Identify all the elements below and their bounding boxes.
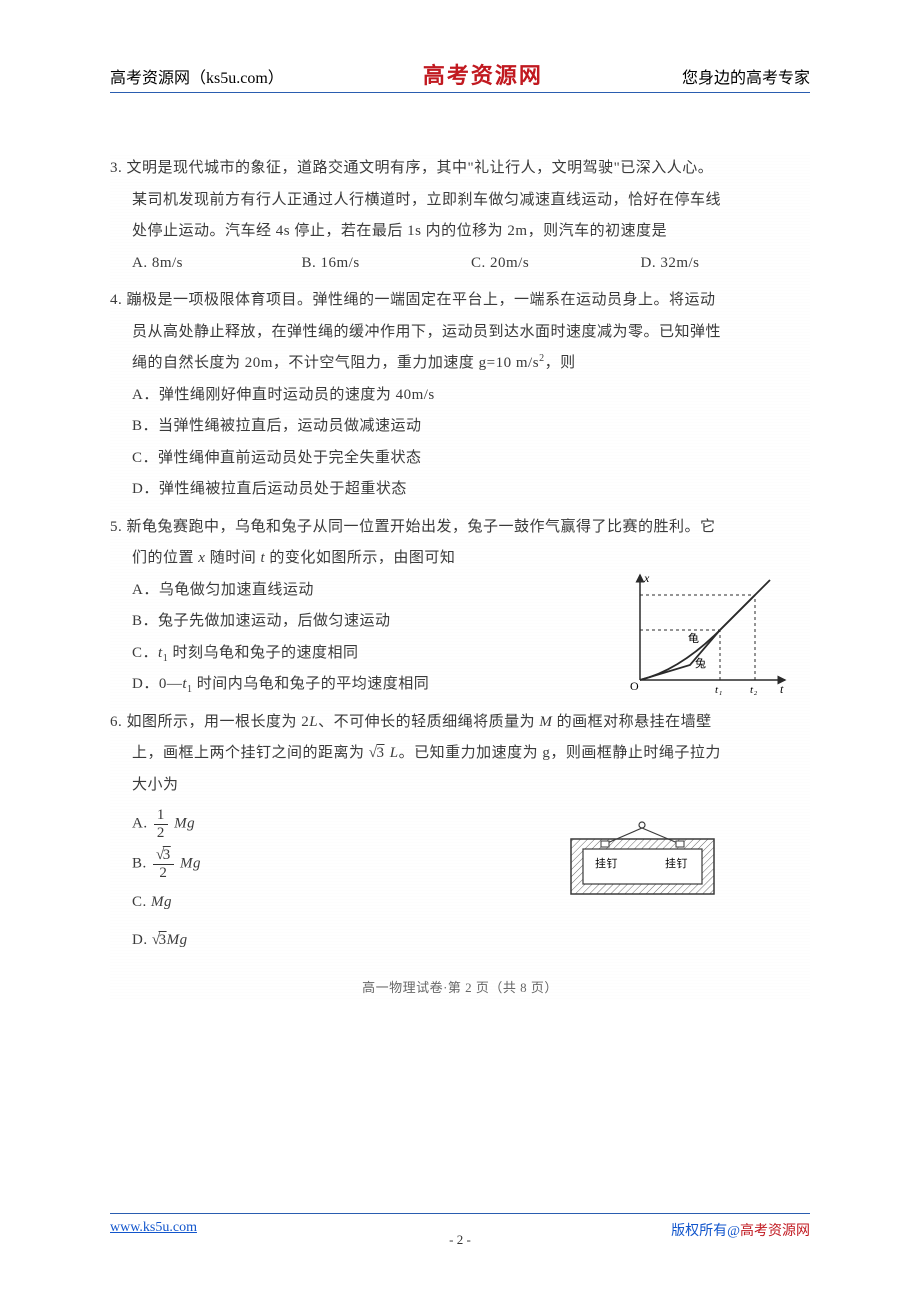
q6-d-mg: Mg xyxy=(167,932,188,948)
q4-text-3a: 绳的自然长度为 20m，不计空气阻力，重力加速度 g=10 m/s xyxy=(132,355,539,371)
q3-options: A. 8m/s B. 16m/s C. 20m/s D. 32m/s xyxy=(110,248,810,280)
q3-number: 3. xyxy=(110,160,122,176)
q5-graph-rabbit: 兔 xyxy=(695,656,707,670)
q6-var-L2: L xyxy=(390,745,399,761)
q6-frame-diagram: 挂钉 挂钉 xyxy=(565,819,720,899)
q3-option-c: C. 20m/s xyxy=(471,248,641,280)
q6-b-mg: Mg xyxy=(180,855,201,871)
q6-b-den: 2 xyxy=(153,865,174,882)
q5-d-pre: D．0— xyxy=(132,676,182,692)
question-5: 5. 新龟兔赛跑中，乌龟和兔子从同一位置开始出发，兔子一鼓作气赢得了比赛的胜利。… xyxy=(110,512,810,701)
q6-d-sqrt: 3 xyxy=(159,932,167,948)
q6-option-d: D. 3Mg xyxy=(132,925,810,957)
q4-line1: 4. 蹦极是一项极限体育项目。弹性绳的一端固定在平台上，一端系在运动员身上。将运… xyxy=(110,285,810,317)
q3-option-a: A. 8m/s xyxy=(132,248,302,280)
q5-c-pre: C． xyxy=(132,645,158,661)
q5-graph-turtle: 龟 xyxy=(688,632,700,645)
q6-peg-right-label: 挂钉 xyxy=(665,856,688,870)
bottom-bar: www.ks5u.com - 2 - 版权所有@高考资源网 xyxy=(110,1213,810,1240)
q6-line2: 上，画框上两个挂钉之间的距离为 3 L。已知重力加速度为 g，则画框静止时绳子拉… xyxy=(110,738,810,770)
q5-text-2c: 的变化如图所示，由图可知 xyxy=(265,550,455,566)
q3-line3: 处停止运动。汽车经 4s 停止，若在最后 1s 内的位移为 2m，则汽车的初速度… xyxy=(110,216,810,248)
question-4: 4. 蹦极是一项极限体育项目。弹性绳的一端固定在平台上，一端系在运动员身上。将运… xyxy=(110,285,810,506)
q3-line2: 某司机发现前方有行人正通过人行横道时，立即刹车做匀减速直线运动，恰好在停车线 xyxy=(110,185,810,217)
q6-line3: 大小为 xyxy=(110,770,810,802)
q5-graph-t2: t₂ xyxy=(750,684,758,696)
q4-text-1: 蹦极是一项极限体育项目。弹性绳的一端固定在平台上，一端系在运动员身上。将运动 xyxy=(127,292,716,308)
bottom-page-number: - 2 - xyxy=(110,1232,810,1248)
q4-option-b: B．当弹性绳被拉直后，运动员做减速运动 xyxy=(132,411,810,443)
q6-a-mg: Mg xyxy=(174,815,195,831)
q6-peg-left-label: 挂钉 xyxy=(595,856,618,870)
q5-graph-t1: t₁ xyxy=(715,684,723,696)
q6-line1: 6. 如图所示，用一根长度为 2L、不可伸长的轻质细绳将质量为 M 的画框对称悬… xyxy=(110,707,810,739)
q5-text-1: 新龟兔赛跑中，乌龟和兔子从同一位置开始出发，兔子一鼓作气赢得了比赛的胜利。它 xyxy=(127,519,716,535)
content-body: 3. 文明是现代城市的象征，道路交通文明有序，其中"礼让行人，文明驾驶"已深入人… xyxy=(110,153,810,1001)
q4-number: 4. xyxy=(110,292,122,308)
q6-text-1b: 、不可伸长的轻质细绳将质量为 xyxy=(318,714,539,730)
q3-option-d: D. 32m/s xyxy=(641,248,811,280)
q6-var-L1: L xyxy=(309,714,318,730)
q6-text-1a: 如图所示，用一根长度为 2 xyxy=(127,714,310,730)
q6-text-1c: 的画框对称悬挂在墙壁 xyxy=(552,714,711,730)
q6-text-2b: 。已知重力加速度为 g，则画框静止时绳子拉力 xyxy=(399,745,721,761)
q6-text-2a: 上，画框上两个挂钉之间的距离为 xyxy=(132,745,365,761)
q5-line1: 5. 新龟兔赛跑中，乌龟和兔子从同一位置开始出发，兔子一鼓作气赢得了比赛的胜利。… xyxy=(110,512,810,544)
q5-graph-origin: O xyxy=(630,679,639,693)
header-right: 您身边的高考专家 xyxy=(682,64,810,88)
q6-var-M: M xyxy=(539,714,552,730)
q6-number: 6. xyxy=(110,714,122,730)
q5-graph: x t O t₁ t₂ 龟 兔 xyxy=(620,570,790,700)
q6-b-frac: 3 2 xyxy=(153,847,174,881)
page: 高考资源网（ks5u.com） 高考资源网 您身边的高考专家 3. 文明是现代城… xyxy=(0,0,920,1302)
q4-text-3b: ，则 xyxy=(545,355,576,371)
question-3: 3. 文明是现代城市的象征，道路交通文明有序，其中"礼让行人，文明驾驶"已深入人… xyxy=(110,153,810,279)
q4-line3: 绳的自然长度为 20m，不计空气阻力，重力加速度 g=10 m/s2，则 xyxy=(110,348,810,380)
page-header: 高考资源网（ks5u.com） 高考资源网 您身边的高考专家 xyxy=(110,56,810,93)
q5-number: 5. xyxy=(110,519,122,535)
question-6: 6. 如图所示，用一根长度为 2L、不可伸长的轻质细绳将质量为 M 的画框对称悬… xyxy=(110,707,810,957)
q6-a-den: 2 xyxy=(154,825,168,842)
q5-graph-xlabel: x xyxy=(643,571,650,585)
q6-d-pre: D. xyxy=(132,932,152,948)
q4-option-c: C．弹性绳伸直前运动员处于完全失重状态 xyxy=(132,443,810,475)
q5-graph-tlabel: t xyxy=(780,682,784,696)
q6-a-pre: A. xyxy=(132,815,152,831)
q4-option-d: D．弹性绳被拉直后运动员处于超重状态 xyxy=(132,474,810,506)
q6-c-text: C. Mg xyxy=(132,894,172,910)
header-center-brand: 高考资源网 xyxy=(423,58,543,90)
q3-text-1: 文明是现代城市的象征，道路交通文明有序，其中"礼让行人，文明驾驶"已深入人心。 xyxy=(127,160,714,176)
q4-line2: 员从高处静止释放，在弹性绳的缓冲作用下，运动员到达水面时速度减为零。已知弹性 xyxy=(110,317,810,349)
q6-a-frac: 1 2 xyxy=(154,807,168,841)
q3-option-b: B. 16m/s xyxy=(302,248,472,280)
q5-text-2a: 们的位置 xyxy=(132,550,198,566)
q4-option-a: A．弹性绳刚好伸直时运动员的速度为 40m/s xyxy=(132,380,810,412)
q6-a-num: 1 xyxy=(154,807,168,825)
header-left: 高考资源网（ks5u.com） xyxy=(110,64,284,88)
q5-d-post: 时间内乌龟和兔子的平均速度相同 xyxy=(193,676,430,692)
q5-c-post: 时刻乌龟和兔子的速度相同 xyxy=(168,645,358,661)
q5-text-2b: 随时间 xyxy=(205,550,260,566)
q6-b-num: 3 xyxy=(153,847,174,865)
inline-page-footer: 高一物理试卷·第 2 页（共 8 页） xyxy=(110,974,810,1001)
q3-line1: 3. 文明是现代城市的象征，道路交通文明有序，其中"礼让行人，文明驾驶"已深入人… xyxy=(110,153,810,185)
q6-b-pre: B. xyxy=(132,855,151,871)
q4-options: A．弹性绳刚好伸直时运动员的速度为 40m/s B．当弹性绳被拉直后，运动员做减… xyxy=(110,380,810,506)
